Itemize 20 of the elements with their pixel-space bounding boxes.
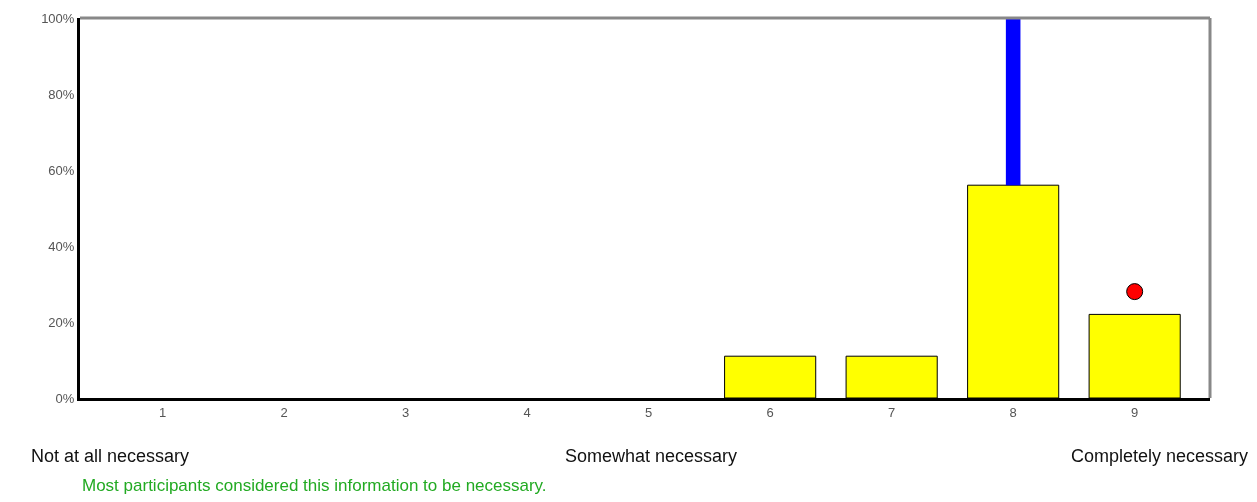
- bar: [1005, 18, 1021, 186]
- x-tick-label: 4: [523, 404, 531, 420]
- y-tick-label: 100%: [41, 10, 75, 26]
- x-tick-label: 5: [645, 404, 653, 420]
- x-tick-label: 1: [159, 404, 167, 420]
- y-tick-label: 80%: [48, 86, 75, 102]
- y-tick-label: 0%: [55, 390, 75, 406]
- y-tick-label: 20%: [48, 314, 75, 330]
- text: Completely necessary: [1071, 446, 1249, 466]
- y-tick-label: 40%: [48, 238, 75, 254]
- x-tick-label: 9: [1131, 404, 1139, 420]
- text: Most participants considered this information to be necessary.: [82, 476, 547, 495]
- text: Not at all necessary: [31, 446, 190, 466]
- x-tick-label: 6: [766, 404, 774, 420]
- text: Somewhat necessary: [565, 446, 738, 466]
- y-tick-label: 60%: [48, 162, 75, 178]
- x-tick-label: 2: [280, 404, 288, 420]
- x-tick-label: 7: [888, 404, 896, 420]
- x-tick-label: 8: [1009, 404, 1017, 420]
- x-tick-label: 3: [402, 404, 410, 420]
